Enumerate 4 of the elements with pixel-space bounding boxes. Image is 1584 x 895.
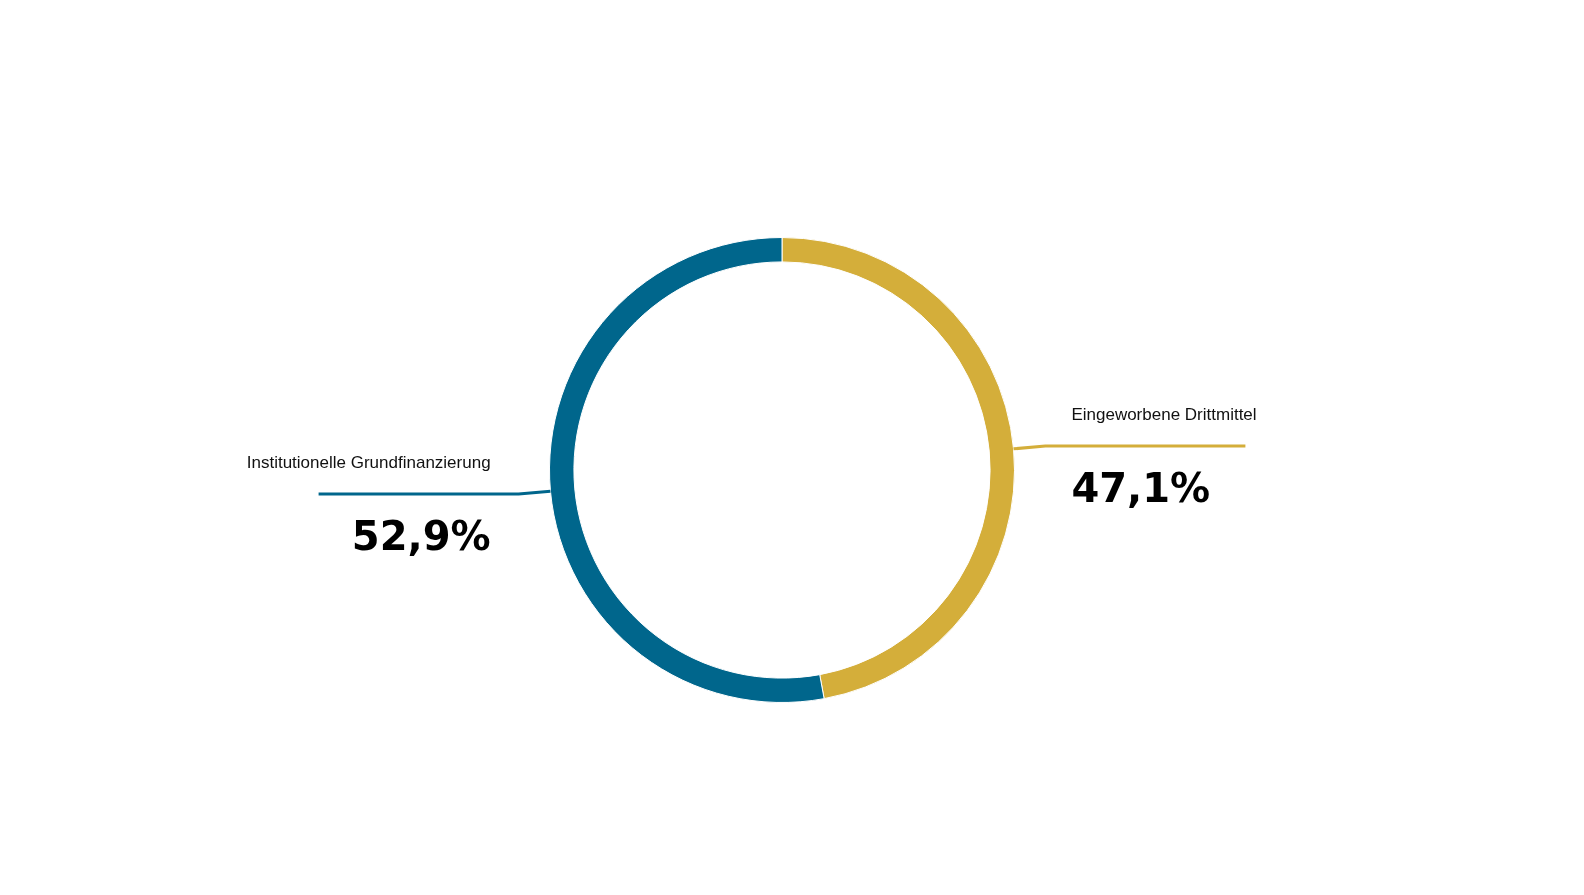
data-label: 47,1% <box>1071 464 1211 511</box>
slice-label: Institutionelle Grundfinanzierung <box>246 453 491 473</box>
slice-label: Eingeworbene Drittmittel <box>1071 404 1257 424</box>
data-label: 52,9% <box>351 513 491 560</box>
